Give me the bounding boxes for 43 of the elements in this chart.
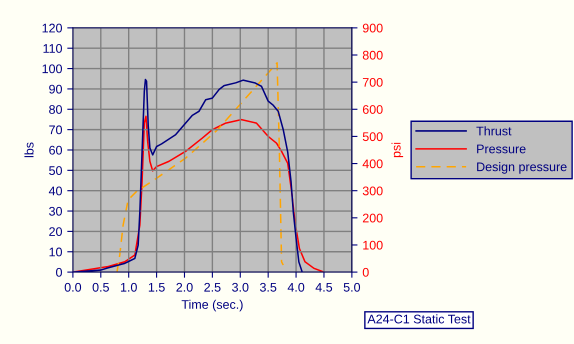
x-tick-label: 1.0 <box>120 282 137 292</box>
y2-tick-label: 600 <box>362 105 383 114</box>
y-tick-label: 80 <box>49 105 62 114</box>
line-series <box>116 62 284 272</box>
x-tick-label: 3.0 <box>232 282 248 292</box>
y2-tick-label: 900 <box>362 24 383 33</box>
y2-tick-label: 800 <box>362 50 383 60</box>
legend-label: Pressure <box>477 144 526 154</box>
y2-tick-label: 700 <box>362 78 383 87</box>
x-tick-label: 4.5 <box>316 282 332 292</box>
y-tick-label: 30 <box>49 206 62 216</box>
line-series <box>72 116 325 272</box>
y-tick-label: 70 <box>49 125 62 134</box>
y2-tick-label: 500 <box>362 132 383 142</box>
y2-tick-label: 400 <box>362 159 383 168</box>
legend-label: Thrust <box>476 126 512 136</box>
x-tick-label: 0.5 <box>92 282 109 292</box>
y2-tick-label: 0 <box>362 268 369 277</box>
y-tick-label: 120 <box>42 24 62 33</box>
y-tick-label: 0 <box>56 268 62 277</box>
x-axis-title: Time (sec.) <box>182 300 243 312</box>
y2-tick-label: 200 <box>362 214 383 222</box>
y-tick-label: 60 <box>49 146 62 155</box>
x-tick-label: 5.0 <box>344 282 360 292</box>
y2-tick-label: 300 <box>362 186 383 196</box>
y-tick-label: 10 <box>50 248 62 256</box>
y2-tick-label: 100 <box>363 240 383 250</box>
y-tick-label: 90 <box>49 84 62 94</box>
y2-axis-title: psi <box>391 142 404 158</box>
x-tick-label: 2.0 <box>176 282 193 292</box>
y-axis-title: lbs <box>24 142 34 158</box>
x-tick-label: 4.0 <box>288 282 304 292</box>
x-tick-label: 2.5 <box>204 282 221 292</box>
x-tick-label: 3.5 <box>260 282 276 292</box>
y-tick-label: 20 <box>49 227 62 236</box>
y-tick-label: 50 <box>49 166 62 175</box>
y-tick-label: 40 <box>48 186 62 196</box>
y-tick-label: 110 <box>44 44 62 53</box>
y-tick-label: 100 <box>42 64 62 74</box>
x-tick-label: 1.5 <box>148 282 165 292</box>
x-tick-label: 0.0 <box>64 282 82 292</box>
text: A24-C1 Static Test <box>367 314 471 324</box>
legend-label: Design pressure <box>477 162 567 174</box>
